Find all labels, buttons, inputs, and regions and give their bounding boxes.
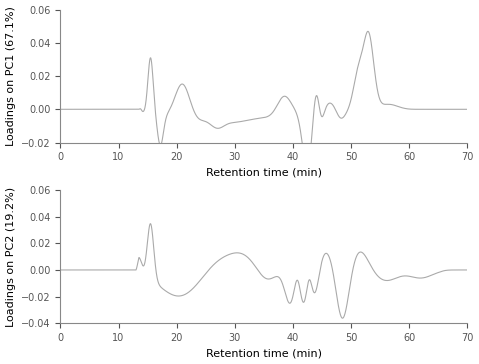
X-axis label: Retention time (min): Retention time (min) <box>206 168 322 178</box>
Y-axis label: Loadings on PC2 (19.2%): Loadings on PC2 (19.2%) <box>6 187 15 327</box>
Y-axis label: Loadings on PC1 (67.1%): Loadings on PC1 (67.1%) <box>6 6 15 146</box>
X-axis label: Retention time (min): Retention time (min) <box>206 348 322 359</box>
